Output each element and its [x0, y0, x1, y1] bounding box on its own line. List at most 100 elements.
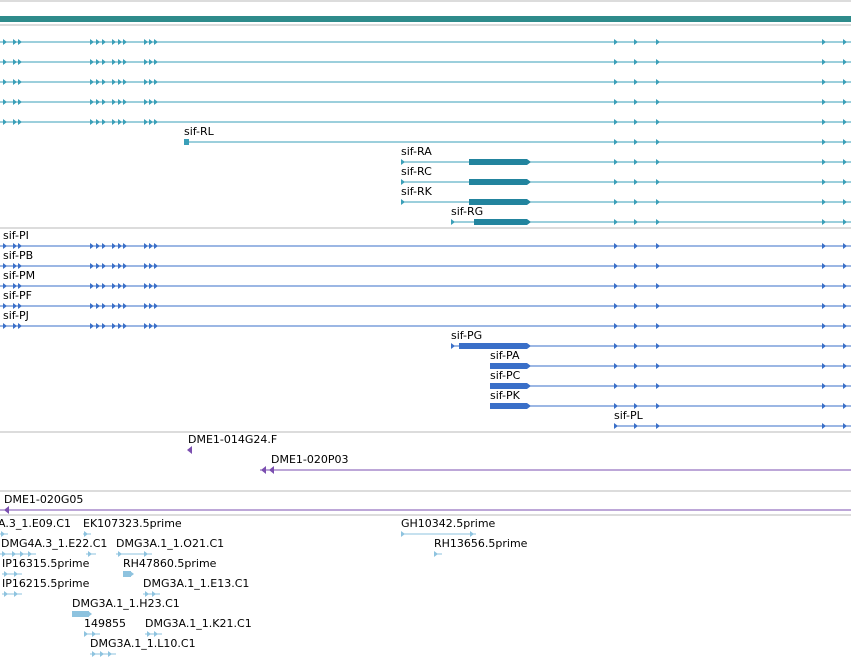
exon-arrow [90, 323, 94, 329]
exon-arrow [102, 323, 106, 329]
exon-arrow [822, 323, 826, 329]
feature-label-RH13656.5prime[interactable]: RH13656.5prime [434, 537, 528, 550]
exon-arrow [614, 219, 618, 225]
feature-label-sif-PL[interactable]: sif-PL [614, 409, 643, 422]
exon-arrow [843, 139, 847, 145]
exon-arrow [843, 39, 847, 45]
exon-arrow [112, 39, 116, 45]
exon-arrow [149, 59, 153, 65]
exon-arrow [144, 263, 148, 269]
feature-label-DMG3A.1_1.H23.C1[interactable]: DMG3A.1_1.H23.C1 [72, 597, 180, 610]
feature-label-sif-PM[interactable]: sif-PM [3, 269, 36, 282]
exon-arrow [822, 283, 826, 289]
exon-arrow [614, 119, 618, 125]
feature-label-sif-PJ[interactable]: sif-PJ [3, 309, 29, 322]
exon-arrow [96, 79, 100, 85]
exon-arrow [634, 79, 638, 85]
feature-label-sif-RG[interactable]: sif-RG [451, 205, 484, 218]
exon-arrow [634, 423, 638, 429]
feature-label-sif-RC[interactable]: sif-RC [401, 165, 432, 178]
exon-arrow [614, 243, 618, 249]
exon-arrow [118, 99, 122, 105]
feature-label-DMG4A.3_1.E22.C1[interactable]: DMG4A.3_1.E22.C1 [1, 537, 108, 550]
exon-arrow [90, 243, 94, 249]
exon-arrow [102, 99, 106, 105]
exon-arrow [149, 119, 153, 125]
exon-arrow [123, 79, 127, 85]
scale-bar [0, 16, 851, 22]
exon-arrow [90, 59, 94, 65]
exon-arrow [3, 99, 7, 105]
feature-label-DME1-020G05[interactable]: DME1-020G05 [4, 493, 84, 506]
feature-label-GH10342.5prime[interactable]: GH10342.5prime [401, 517, 496, 530]
exon-arrow [154, 99, 158, 105]
exon-arrow [843, 303, 847, 309]
feature-label-sif-PC[interactable]: sif-PC [490, 369, 521, 382]
exon-arrow [149, 303, 153, 309]
feature-label-sif-PA[interactable]: sif-PA [490, 349, 520, 362]
feature-label-EK107323.5prime[interactable]: EK107323.5prime [83, 517, 182, 530]
feature-label-sif-PK[interactable]: sif-PK [490, 389, 520, 402]
exon-arrow [614, 363, 618, 369]
teal-transcript-glyphs[interactable] [0, 39, 851, 225]
purple-clone-glyphs[interactable] [0, 446, 851, 514]
exon-arrow [92, 651, 96, 657]
exon-arrow [13, 323, 17, 329]
exon-arrow [118, 119, 122, 125]
exon-arrow [102, 263, 106, 269]
exon-arrow [656, 199, 660, 205]
exon-arrow [656, 423, 660, 429]
feature-label-A.3_1.E09.C1[interactable]: A.3_1.E09.C1 [0, 517, 71, 530]
exon-arrow [614, 323, 618, 329]
feature-label-DME1-020P03[interactable]: DME1-020P03 [271, 453, 349, 466]
feature-label-sif-RL[interactable]: sif-RL [184, 125, 214, 138]
feature-label-IP16315.5prime[interactable]: IP16315.5prime [2, 557, 90, 570]
coding-exon [474, 219, 531, 225]
exon-arrow [656, 219, 660, 225]
exon-arrow [18, 99, 22, 105]
blue-transcript-glyphs[interactable] [0, 243, 851, 429]
feature-label-sif-PI[interactable]: sif-PI [3, 229, 29, 242]
exon-arrow [656, 179, 660, 185]
exon-arrow [84, 531, 88, 537]
feature-label-DMG3A.1_1.L10.C1[interactable]: DMG3A.1_1.L10.C1 [90, 637, 196, 650]
coding-exon [490, 403, 531, 409]
exon-arrow [614, 283, 618, 289]
exon-arrow [102, 303, 106, 309]
exon-arrow [90, 79, 94, 85]
exon-arrow [152, 591, 156, 597]
est-glyphs[interactable] [0, 531, 476, 657]
exon-arrow [92, 631, 96, 637]
exon-arrow [3, 283, 7, 289]
feature-label-149855[interactable]: 149855 [84, 617, 126, 630]
exon-arrow [154, 59, 158, 65]
feature-label-DMG3A.1_1.E13.C1[interactable]: DMG3A.1_1.E13.C1 [143, 577, 250, 590]
exon-arrow [118, 323, 122, 329]
exon-arrow [634, 363, 638, 369]
feature-label-sif-PF[interactable]: sif-PF [3, 289, 32, 302]
exon-arrow [843, 263, 847, 269]
exon-arrow [843, 363, 847, 369]
feature-label-IP16215.5prime[interactable]: IP16215.5prime [2, 577, 90, 590]
exon-arrow [123, 59, 127, 65]
feature-label-sif-RK[interactable]: sif-RK [401, 185, 432, 198]
exon-arrow [822, 243, 826, 249]
exon-arrow [96, 119, 100, 125]
exon-arrow [112, 243, 116, 249]
feature-label-RH47860.5prime[interactable]: RH47860.5prime [123, 557, 217, 570]
est-block [72, 611, 89, 617]
est-block [123, 571, 131, 577]
feature-label-DMG3A.1_1.O21.C1[interactable]: DMG3A.1_1.O21.C1 [116, 537, 225, 550]
feature-label-sif-RA[interactable]: sif-RA [401, 145, 432, 158]
exon-arrow [102, 283, 106, 289]
exon-arrow [434, 551, 438, 557]
exon-arrow [154, 79, 158, 85]
feature-label-sif-PG[interactable]: sif-PG [451, 329, 483, 342]
feature-label-DMG3A.1_1.K21.C1[interactable]: DMG3A.1_1.K21.C1 [145, 617, 252, 630]
feature-label-sif-PB[interactable]: sif-PB [3, 249, 34, 262]
exon-arrow [102, 119, 106, 125]
feature-label-DME1-014G24.F[interactable]: DME1-014G24.F [188, 433, 278, 446]
exon-arrow [822, 139, 826, 145]
exon-arrow [656, 263, 660, 269]
exon-arrow [13, 283, 17, 289]
